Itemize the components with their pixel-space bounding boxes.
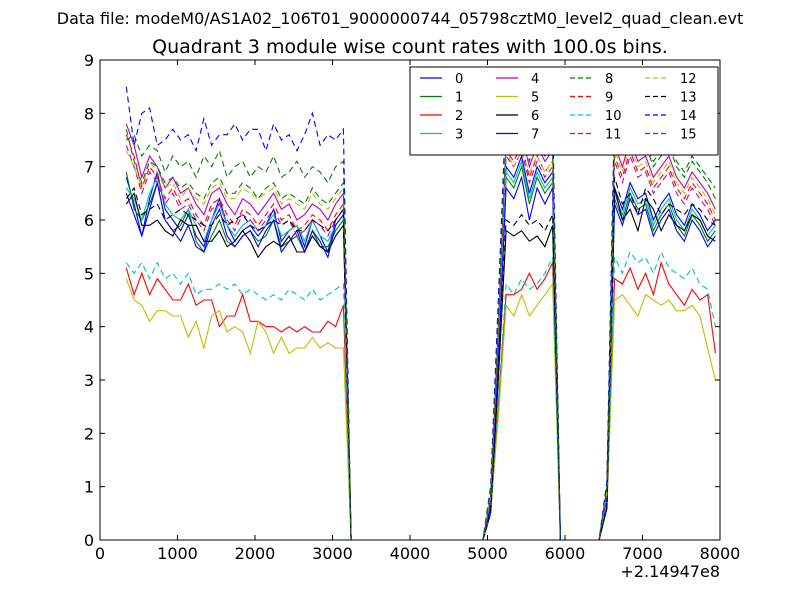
legend-label-5: 5 [531,91,539,106]
legend-label-1: 1 [455,91,463,106]
legend-label-6: 6 [531,109,539,124]
legend-label-13: 13 [680,91,697,106]
legend-label-7: 7 [531,128,539,143]
legend-label-15: 15 [680,128,697,143]
x-tick-label: 4000 [390,544,431,563]
legend-label-3: 3 [455,128,463,143]
y-tick-label: 5 [84,264,94,283]
x-tick-label: 6000 [545,544,586,563]
x-tick-label: 0 [95,544,105,563]
legend-label-12: 12 [680,72,697,87]
x-tick-label: 3000 [312,544,353,563]
chart-title: Quadrant 3 module wise count rates with … [152,36,668,58]
x-tick-label: 5000 [467,544,508,563]
y-tick-label: 1 [84,478,94,497]
series-line-5 [125,278,716,540]
legend-box [409,66,719,156]
x-offset-label: +2.14947e8 [620,562,720,581]
series-line-12 [125,143,716,540]
legend-label-2: 2 [455,109,463,124]
series-line-10 [125,250,716,540]
y-tick-label: 7 [84,158,94,177]
y-tick-label: 2 [84,424,94,443]
series-line-9 [125,134,716,540]
x-tick-label: 1000 [157,544,198,563]
legend-label-10: 10 [605,109,622,124]
data-file-label: Data file: modeM0/AS1A02_106T01_90000007… [57,9,743,29]
x-tick-label: 2000 [235,544,276,563]
y-tick-label: 3 [84,371,94,390]
legend-label-8: 8 [605,72,613,87]
y-tick-label: 0 [84,531,94,550]
series-line-11 [125,145,716,540]
legend-label-9: 9 [605,91,613,106]
legend-label-0: 0 [455,72,463,87]
y-tick-label: 9 [84,51,94,70]
legend-label-11: 11 [605,128,622,143]
x-tick-label: 8000 [700,544,741,563]
y-tick-label: 6 [84,211,94,230]
x-axis: 0 1000 2000 3000 4000 5000 6000 7000 8000 [95,60,740,563]
legend-label-4: 4 [531,72,539,87]
y-tick-label: 8 [84,104,94,123]
x-tick-label: 7000 [622,544,663,563]
series-layer [125,70,716,540]
y-tick-label: 4 [84,318,94,337]
series-line-2 [125,260,716,540]
legend-label-14: 14 [680,109,697,124]
